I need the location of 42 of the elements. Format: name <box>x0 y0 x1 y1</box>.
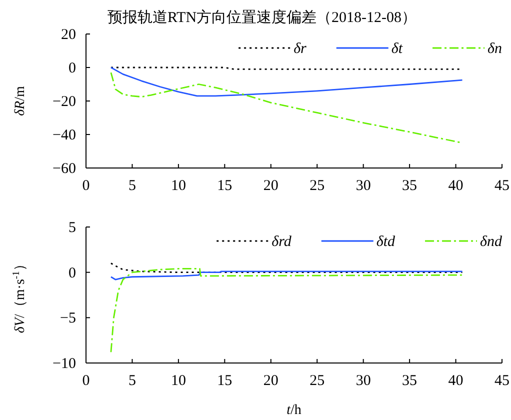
x-tick-label: 35 <box>402 178 418 194</box>
line-series <box>110 270 463 280</box>
x-tick-label: 25 <box>310 178 325 194</box>
x-tick-label: 35 <box>402 373 418 389</box>
x-tick-label: 10 <box>170 373 186 389</box>
legend-label: δn <box>488 41 502 57</box>
legend-label: δtd <box>376 234 396 250</box>
y-tick-label: 20 <box>61 27 76 43</box>
y-tick-label: −20 <box>52 94 76 110</box>
x-tick-label: 40 <box>448 373 464 389</box>
legend-label: δrd <box>272 234 292 250</box>
y-tick-label: 0 <box>68 265 76 282</box>
x-tick-label: 20 <box>263 178 278 194</box>
line-series <box>110 268 463 353</box>
legend-label: δnd <box>480 234 502 250</box>
x-tick-label: 30 <box>356 178 371 194</box>
x-tick-label: 15 <box>217 178 232 194</box>
x-tick-label: 0 <box>82 178 90 194</box>
line-series <box>110 262 463 274</box>
legend-label: δr <box>294 41 307 57</box>
y-tick-label: 5 <box>68 220 76 236</box>
x-tick-label: 0 <box>82 373 90 389</box>
x-tick-label: 25 <box>310 373 325 389</box>
x-tick-label: 20 <box>263 373 278 389</box>
line-series <box>110 66 463 97</box>
x-tick-label: 45 <box>494 178 510 194</box>
legend-label: δt <box>391 41 404 57</box>
chart-title: 预报轨道RTN方向位置速度偏差（2018-12-08） <box>107 9 417 26</box>
y-tick-label: −10 <box>52 356 76 372</box>
x-tick-label: 10 <box>170 178 186 194</box>
y-tick-label: 0 <box>68 60 76 76</box>
y-axis-title: δR/m <box>13 86 28 116</box>
x-tick-label: 5 <box>128 373 136 389</box>
y-tick-label: −60 <box>52 161 76 177</box>
x-tick-label: 15 <box>217 373 232 389</box>
x-axis-title: t/h <box>286 403 302 418</box>
x-tick-label: 5 <box>128 178 136 194</box>
y-tick-label: −5 <box>60 310 76 327</box>
x-tick-label: 30 <box>356 373 371 389</box>
x-tick-label: 40 <box>448 178 464 194</box>
x-tick-label: 45 <box>494 373 510 389</box>
y-tick-label: −40 <box>52 128 76 144</box>
